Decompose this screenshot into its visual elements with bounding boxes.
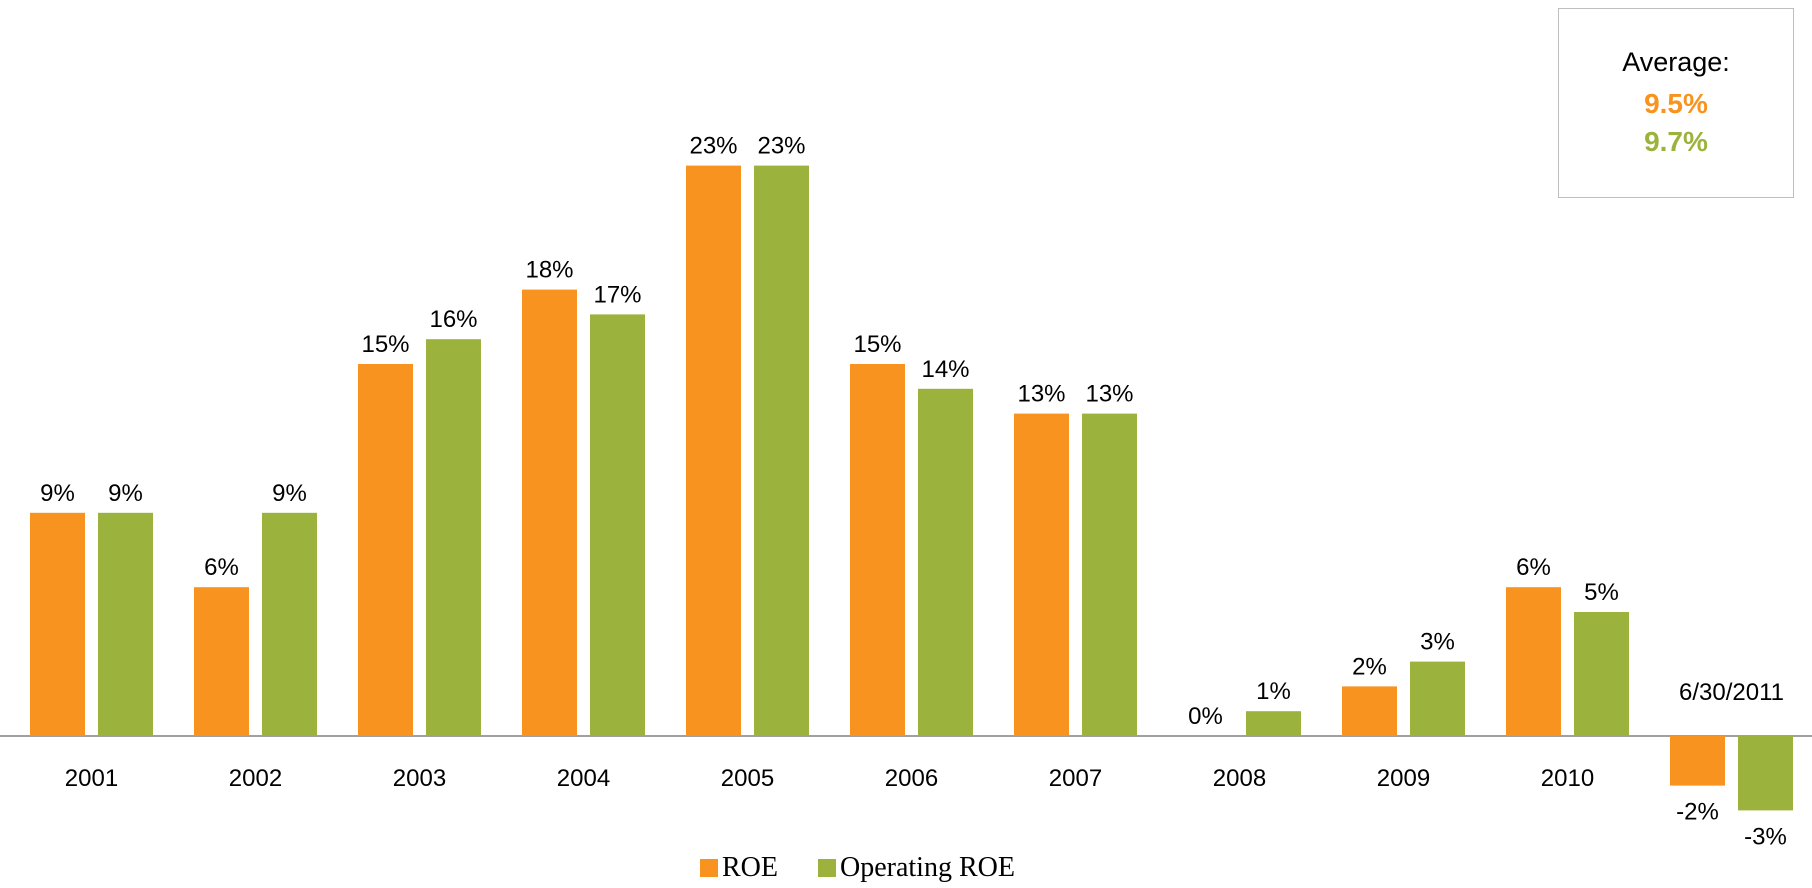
legend-label-operating-roe: Operating ROE: [840, 852, 1015, 883]
bar-operating-roe-1: [262, 512, 317, 736]
data-label-roe-10: -2%: [1676, 799, 1719, 826]
bar-roe-8: [1342, 686, 1397, 736]
data-label-roe-5: 15%: [853, 331, 901, 358]
legend-swatch-roe: [700, 859, 718, 877]
x-tick-label-2: 2003: [393, 765, 446, 792]
data-label-operating-roe-4: 23%: [757, 133, 805, 160]
x-tick-label-0: 2001: [65, 765, 118, 792]
bar-operating-roe-6: [1082, 413, 1137, 736]
bar-roe-10: [1670, 736, 1725, 786]
legend-swatch-operating-roe: [818, 859, 836, 877]
data-label-operating-roe-1: 9%: [272, 480, 307, 507]
bar-roe-2: [358, 364, 413, 736]
bar-operating-roe-7: [1246, 711, 1301, 736]
bar-roe-3: [522, 289, 577, 736]
bar-operating-roe-5: [918, 388, 973, 736]
bar-roe-4: [686, 165, 741, 737]
x-tick-label-4: 2005: [721, 765, 774, 792]
average-box: Average: 9.5% 9.7%: [1558, 8, 1794, 198]
data-label-roe-7: 0%: [1188, 703, 1223, 730]
data-label-operating-roe-0: 9%: [108, 480, 143, 507]
x-tick-label-8: 2009: [1377, 765, 1430, 792]
x-tick-label-6: 2007: [1049, 765, 1102, 792]
data-label-roe-0: 9%: [40, 480, 75, 507]
x-tick-label-3: 2004: [557, 765, 610, 792]
data-label-operating-roe-2: 16%: [429, 306, 477, 333]
x-tick-label-9: 2010: [1541, 765, 1594, 792]
bar-roe-1: [194, 587, 249, 736]
average-operating-roe-value: 9.7%: [1644, 126, 1708, 157]
bar-roe-9: [1506, 587, 1561, 736]
data-label-roe-3: 18%: [525, 257, 573, 284]
bar-roe-6: [1014, 413, 1069, 736]
average-title: Average:: [1622, 47, 1730, 77]
bar-operating-roe-0: [98, 512, 153, 736]
data-label-operating-roe-8: 3%: [1420, 629, 1455, 656]
bar-operating-roe-8: [1410, 661, 1465, 736]
data-label-roe-2: 15%: [361, 331, 409, 358]
bar-roe-5: [850, 364, 905, 736]
data-label-roe-8: 2%: [1352, 653, 1387, 680]
bar-operating-roe-2: [426, 339, 481, 736]
data-label-operating-roe-6: 13%: [1085, 381, 1133, 408]
data-label-operating-roe-5: 14%: [921, 356, 969, 383]
data-label-roe-4: 23%: [689, 133, 737, 160]
data-label-operating-roe-9: 5%: [1584, 579, 1619, 606]
average-roe-value: 9.5%: [1644, 88, 1708, 119]
data-label-operating-roe-10: -3%: [1744, 823, 1787, 850]
legend-item-operating-roe: Operating ROE: [818, 852, 1015, 884]
data-label-operating-roe-7: 1%: [1256, 678, 1291, 705]
x-tick-label-10: 6/30/2011: [1679, 679, 1784, 706]
x-tick-label-5: 2006: [885, 765, 938, 792]
x-tick-label-1: 2002: [229, 765, 282, 792]
data-label-roe-9: 6%: [1516, 554, 1551, 581]
bar-operating-roe-10: [1738, 736, 1793, 811]
legend-item-roe: ROE: [700, 852, 778, 884]
data-label-roe-6: 13%: [1017, 381, 1065, 408]
chart-legend: ROE Operating ROE: [700, 852, 1055, 884]
data-label-roe-1: 6%: [204, 554, 239, 581]
data-label-operating-roe-3: 17%: [593, 281, 641, 308]
legend-label-roe: ROE: [722, 852, 778, 883]
bar-operating-roe-3: [590, 314, 645, 736]
bar-roe-0: [30, 512, 85, 736]
bar-operating-roe-9: [1574, 612, 1629, 736]
bar-operating-roe-4: [754, 165, 809, 737]
x-tick-label-7: 2008: [1213, 765, 1266, 792]
